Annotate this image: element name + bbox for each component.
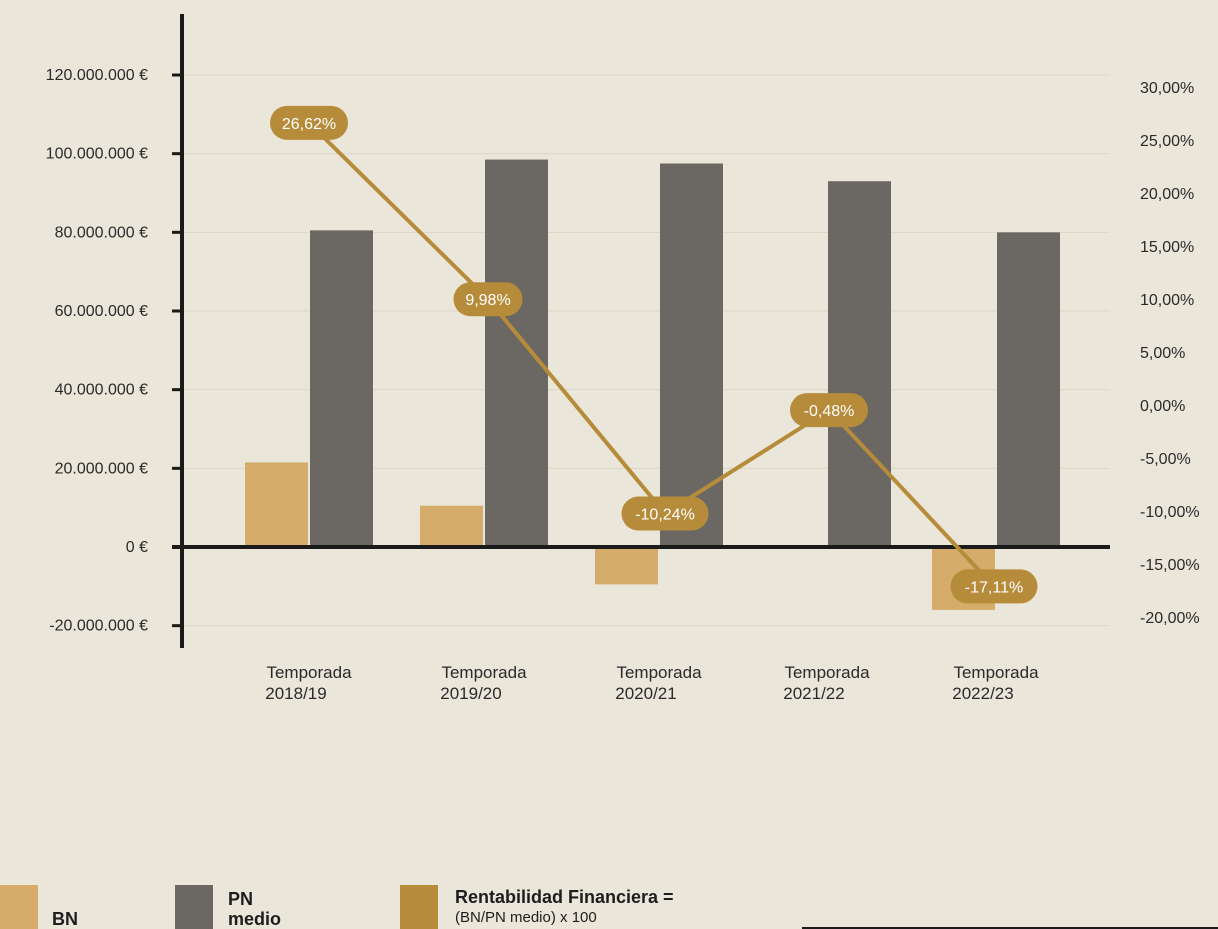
left-tick-label: -20.000.000 € xyxy=(49,618,148,635)
rentabilidad-pill xyxy=(790,393,868,428)
rentabilidad-value-label: -17,11% xyxy=(965,579,1023,596)
rf-legend-label: Rentabilidad Financiera = xyxy=(455,887,674,907)
rentabilidad-pill xyxy=(453,282,523,317)
category-label: 2018/19 xyxy=(265,684,326,703)
rentabilidad-pill xyxy=(621,496,709,531)
divider xyxy=(802,927,1218,929)
axes xyxy=(172,14,1110,648)
bars xyxy=(245,159,1060,610)
right-tick-label: -15,00% xyxy=(1140,557,1200,574)
left-tick-label: 100.000.000 € xyxy=(46,146,148,163)
right-tick-label: 15,00% xyxy=(1140,239,1194,256)
category-label: 2019/20 xyxy=(440,684,501,703)
bn-legend-label: BN xyxy=(52,909,78,929)
right-tick-label: -10,00% xyxy=(1140,504,1200,521)
right-tick-label: 0,00% xyxy=(1140,398,1185,415)
bn-bar xyxy=(595,547,658,585)
rentabilidad-value-label: -0,48% xyxy=(804,403,855,420)
pn-bar xyxy=(310,230,373,547)
right-tick-label: 30,00% xyxy=(1140,80,1194,97)
category-label: Temporada xyxy=(441,663,527,682)
category-label: 2021/22 xyxy=(783,684,844,703)
category-label: 2022/23 xyxy=(952,684,1013,703)
right-tick-label: 10,00% xyxy=(1140,292,1194,309)
left-axis-ticks: -20.000.000 € 0 € 20.000.000 € 40.000.000 €… xyxy=(46,67,182,635)
rentabilidad-pill xyxy=(950,569,1038,604)
left-tick-label: 0 € xyxy=(126,539,148,556)
pn-bar xyxy=(485,159,548,548)
pn-bar xyxy=(660,163,723,547)
category-label: Temporada xyxy=(784,663,870,682)
pn-swatch xyxy=(175,885,213,929)
left-tick-label: 60.000.000 € xyxy=(55,303,149,320)
right-axis-ticks: -20,00% -15,00% -10,00% -5,00% 0,00% 5,00% 10,… xyxy=(1140,80,1200,627)
rentabilidad-pill xyxy=(270,105,348,140)
category-label: Temporada xyxy=(953,663,1039,682)
right-tick-label: -20,00% xyxy=(1140,610,1200,627)
pn-bar xyxy=(997,232,1060,548)
pn-bar xyxy=(828,181,891,547)
rf-legend-formula: (BN/PN medio) x 100 xyxy=(455,909,597,926)
category-label: Temporada xyxy=(616,663,702,682)
pn-legend-label: PN medio xyxy=(228,889,282,929)
right-tick-label: 20,00% xyxy=(1140,186,1194,203)
bn-bar xyxy=(245,462,308,547)
category-label: Temporada xyxy=(266,663,352,682)
right-tick-label: -5,00% xyxy=(1140,451,1191,468)
category-labels: Temporada 2018/19 Temporada 2019/20 Temporad… xyxy=(265,663,1039,703)
right-tick-label: 5,00% xyxy=(1140,345,1185,362)
right-tick-label: 25,00% xyxy=(1140,133,1194,150)
left-tick-label: 40.000.000 € xyxy=(55,382,149,399)
category-label: 2020/21 xyxy=(615,684,676,703)
rentabilidad-value-label: 26,62% xyxy=(282,116,336,133)
rentabilidad-labels: 26,62% 9,98% -10,24% -0,48% -17,11% xyxy=(270,105,1038,604)
bn-bar xyxy=(420,505,483,547)
left-tick-label: 80.000.000 € xyxy=(55,224,149,241)
bn-swatch xyxy=(0,885,38,929)
rentabilidad-value-label: -10,24% xyxy=(635,507,695,524)
left-tick-label: 120.000.000 € xyxy=(46,67,148,84)
rf-swatch xyxy=(400,885,438,929)
left-tick-label: 20.000.000 € xyxy=(55,460,149,477)
rentabilidad-value-label: 9,98% xyxy=(465,292,510,309)
